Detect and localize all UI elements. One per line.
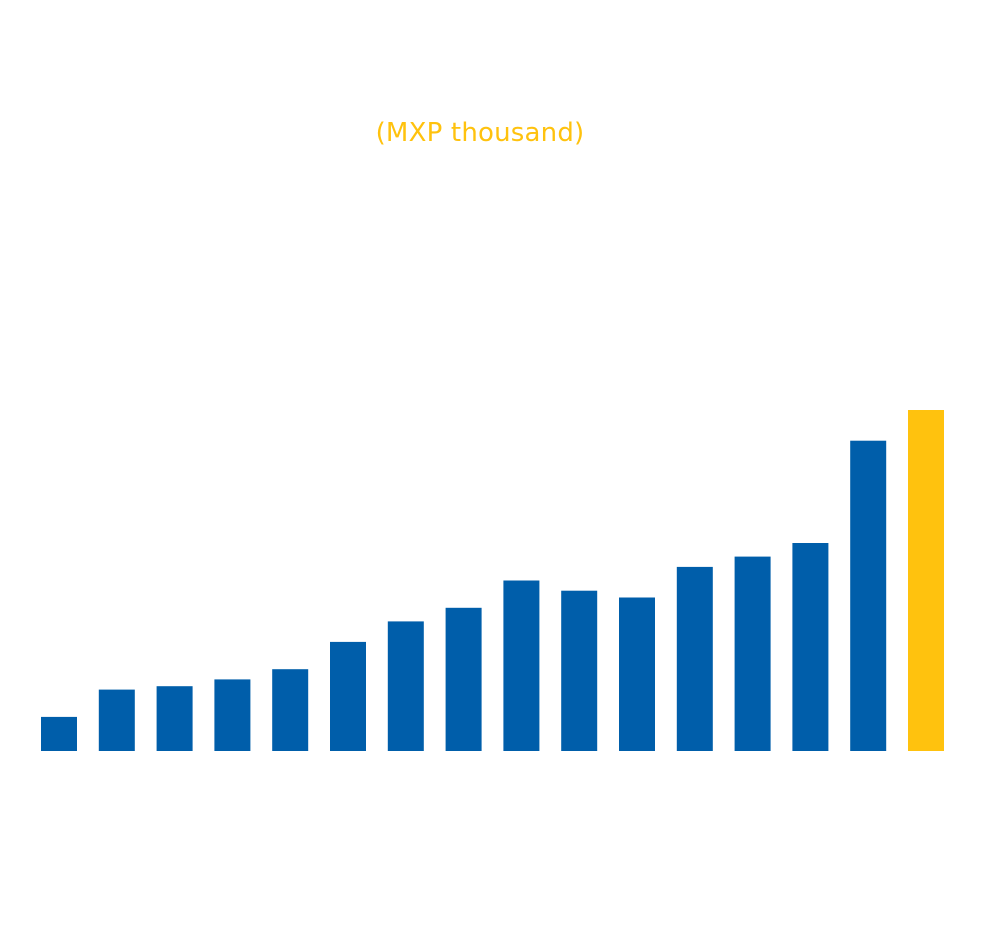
bar-14 [792, 543, 829, 751]
bar-12 [676, 566, 713, 751]
bar-6 [330, 641, 366, 751]
bar-4 [214, 679, 251, 751]
bar-13 [734, 556, 771, 751]
bar-2 [98, 689, 135, 751]
bar-7 [387, 621, 424, 751]
bar-10 [561, 590, 598, 751]
bar-11 [619, 597, 655, 751]
bar-3 [156, 686, 193, 751]
bar-9 [503, 580, 540, 751]
bar-16 [908, 410, 944, 751]
unit-label: (MXP thousand) [375, 118, 585, 148]
bar-1 [41, 716, 77, 751]
bar-5 [272, 669, 309, 751]
bar-8 [445, 607, 482, 751]
bar-15 [850, 440, 887, 751]
